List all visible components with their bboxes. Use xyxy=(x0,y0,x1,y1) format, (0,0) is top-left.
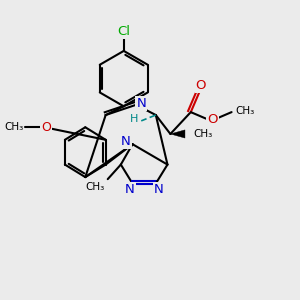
Text: CH₃: CH₃ xyxy=(4,122,23,132)
Text: N: N xyxy=(121,135,131,148)
Text: O: O xyxy=(207,113,218,126)
Text: N: N xyxy=(154,183,164,196)
Text: O: O xyxy=(196,79,206,92)
Text: CH₃: CH₃ xyxy=(85,182,105,192)
Text: O: O xyxy=(41,121,51,134)
Text: H: H xyxy=(130,114,138,124)
Polygon shape xyxy=(170,130,185,138)
Text: CH₃: CH₃ xyxy=(235,106,254,116)
Text: Cl: Cl xyxy=(117,25,130,38)
Text: N: N xyxy=(136,97,146,110)
Text: N: N xyxy=(125,183,134,196)
Text: CH₃: CH₃ xyxy=(193,129,212,139)
